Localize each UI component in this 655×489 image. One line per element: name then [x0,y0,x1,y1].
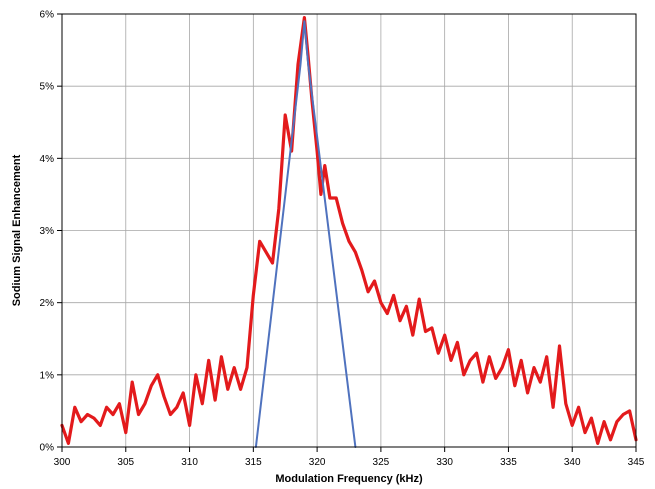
x-tick-label: 305 [117,457,134,468]
x-tick-labels: 300 305 310 315 320 325 330 335 340 345 [54,457,645,468]
y-tick-label: 5% [40,82,55,93]
x-tick-label: 335 [500,457,517,468]
x-tick-label: 345 [628,457,645,468]
x-axis-title: Modulation Frequency (kHz) [275,473,423,485]
series-group [60,16,638,448]
x-tick-label: 300 [54,457,71,468]
y-tick-label: 1% [40,370,55,381]
x-tick-label: 320 [309,457,326,468]
y-tick-label: 6% [40,10,55,21]
x-tick-label: 325 [373,457,390,468]
y-tick-label: 0% [40,443,55,454]
series-line-fit [254,20,357,448]
axis-ticks [57,13,637,452]
x-tick-label: 315 [245,457,262,468]
series-line-measured [60,16,638,445]
y-axis-title: Sodium Signal Enhancement [11,154,23,306]
y-tick-label: 2% [40,298,55,309]
y-tick-labels: 0% 1% 2% 3% 4% 5% 6% [40,10,55,454]
x-tick-label: 310 [181,457,198,468]
y-tick-label: 3% [40,226,55,237]
x-tick-label: 340 [564,457,581,468]
y-tick-label: 4% [40,154,55,165]
plot-frame [61,13,637,448]
x-tick-label: 330 [436,457,453,468]
grid [62,14,636,447]
